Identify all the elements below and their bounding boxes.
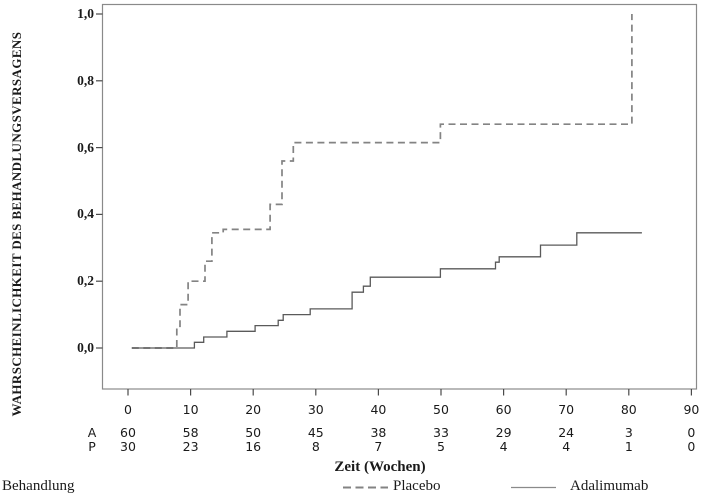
at-risk-row-label: P: [88, 439, 96, 454]
curve-placebo: [131, 14, 633, 349]
y-tick-label: 0,4: [77, 206, 94, 222]
at-risk-count: 29: [495, 425, 512, 440]
at-risk-count: 0: [687, 425, 696, 440]
x-tick-label: 30: [307, 402, 324, 417]
at-risk-count: 16: [245, 439, 262, 454]
at-risk-count: 5: [437, 439, 445, 454]
at-risk-count: 24: [558, 425, 575, 440]
plot-box: [101, 3, 698, 390]
at-risk-count: 4: [562, 439, 571, 454]
curve-adalimumab: [131, 232, 642, 349]
at-risk-count: 30: [120, 439, 136, 454]
x-tick-label: 10: [182, 402, 199, 417]
at-risk-count: 0: [687, 439, 696, 454]
legend-title: Behandlung: [2, 478, 75, 494]
at-risk-row-label: A: [87, 425, 97, 440]
y-tick-label: 0,6: [77, 139, 94, 155]
at-risk-count: 60: [120, 425, 136, 440]
x-tick-label: 80: [620, 402, 637, 417]
at-risk-count: 4: [499, 439, 508, 454]
x-tick-label: 70: [558, 402, 575, 417]
legend-label-adalimumab: Adalimumab: [570, 478, 649, 494]
at-risk-count: 1: [624, 439, 633, 454]
x-tick-label: 50: [433, 402, 449, 417]
x-axis-title: Zeit (Wochen): [334, 459, 426, 475]
x-tick-label: 60: [495, 402, 512, 417]
y-tick-label: 0,8: [77, 72, 94, 88]
at-risk-count: 50: [245, 425, 262, 440]
at-risk-count: 23: [182, 439, 199, 454]
at-risk-count: 38: [370, 425, 387, 440]
y-tick-label: 1,0: [77, 6, 94, 21]
at-risk-count: 3: [624, 425, 633, 440]
x-tick-label: 90: [683, 402, 700, 417]
at-risk-count: 45: [307, 425, 324, 440]
x-tick-label: 40: [370, 402, 387, 417]
at-risk-count: 7: [374, 439, 383, 454]
at-risk-count: 58: [182, 425, 199, 440]
y-axis-title: WAHRSCHEINLICHKEIT DES BEHANDLUNGSVERSAG…: [9, 31, 24, 417]
x-tick-label: 0: [124, 402, 132, 417]
x-tick-label: 20: [245, 402, 262, 417]
at-risk-count: 33: [433, 425, 449, 440]
y-tick-label: 0,2: [77, 273, 94, 289]
y-tick-label: 0,0: [77, 340, 94, 355]
at-risk-count: 8: [311, 439, 320, 454]
legend-label-placebo: Placebo: [393, 478, 441, 494]
